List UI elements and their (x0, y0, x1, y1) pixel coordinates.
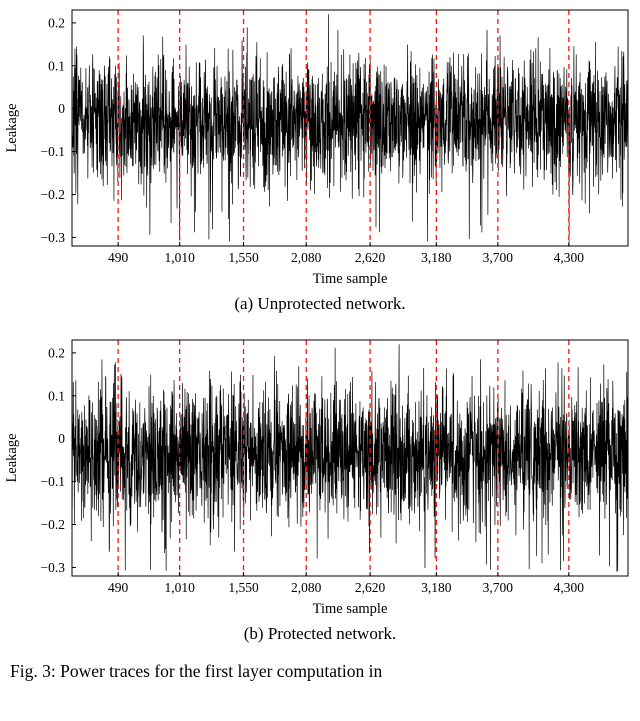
y-tick-label: 0.1 (48, 58, 65, 73)
x-tick-label: 2,080 (291, 580, 322, 595)
y-axis-label: Leakage (4, 103, 20, 152)
y-tick-label: 0 (58, 431, 65, 446)
y-tick-label: −0.1 (41, 474, 66, 489)
x-tick-label: 1,010 (164, 580, 195, 595)
y-tick-label: 0.2 (48, 15, 65, 30)
y-tick-label: −0.2 (41, 517, 66, 532)
x-tick-label: 3,180 (421, 580, 452, 595)
x-tick-label: 2,620 (355, 250, 386, 265)
leakage-trace (71, 344, 629, 572)
x-tick-label: 2,080 (291, 250, 322, 265)
protected-network-chart: 490 1,010 1,550 2,080 2,620 3,180 3,700 4,300 0.… (4, 339, 629, 617)
subcaption-b: (b) Protected network. (243, 624, 397, 643)
y-tick-label: 0.1 (48, 388, 65, 403)
y-tick-label: −0.2 (41, 187, 66, 202)
y-tick-label: 0 (58, 101, 65, 116)
x-tick-label: 3,700 (483, 580, 514, 595)
plot-border (71, 9, 629, 247)
x-tick-label: 1,550 (228, 250, 259, 265)
x-axis-label: Time sample (313, 601, 388, 617)
x-axis-label: Time sample (313, 271, 388, 287)
subcaption-a: (a) Unprotected network. (234, 294, 406, 313)
figure-caption: Fig. 3: Power traces for the first layer… (10, 661, 383, 681)
unprotected-network-chart: 490 1,010 1,550 2,080 2,620 3,180 3,700 4,300 0.… (4, 9, 629, 287)
x-tick-label: 1,010 (164, 250, 195, 265)
x-tick-label: 1,550 (228, 580, 259, 595)
y-tick-label: −0.1 (41, 144, 66, 159)
subfigure-a: 490 1,010 1,550 2,080 2,620 3,180 3,700 4,300 0.… (0, 0, 640, 314)
x-tick-label: 4,300 (554, 250, 585, 265)
x-tick-label: 490 (108, 580, 129, 595)
x-tick-label: 4,300 (554, 580, 585, 595)
subfigure-b: 490 1,010 1,550 2,080 2,620 3,180 3,700 4,300 0.… (0, 330, 640, 644)
y-tick-label: 0.2 (48, 345, 65, 360)
y-tick-label: −0.3 (41, 230, 66, 245)
x-tick-label: 2,620 (355, 580, 386, 595)
y-tick-label: −0.3 (41, 560, 66, 575)
x-tick-label: 3,180 (421, 250, 452, 265)
x-tick-label: 3,700 (483, 250, 514, 265)
x-tick-label: 490 (108, 250, 129, 265)
figure-3: 490 1,010 1,550 2,080 2,620 3,180 3,700 4,300 0.… (0, 0, 640, 681)
y-axis-label: Leakage (4, 433, 20, 482)
leakage-trace (71, 14, 629, 242)
plot-border (71, 339, 629, 577)
